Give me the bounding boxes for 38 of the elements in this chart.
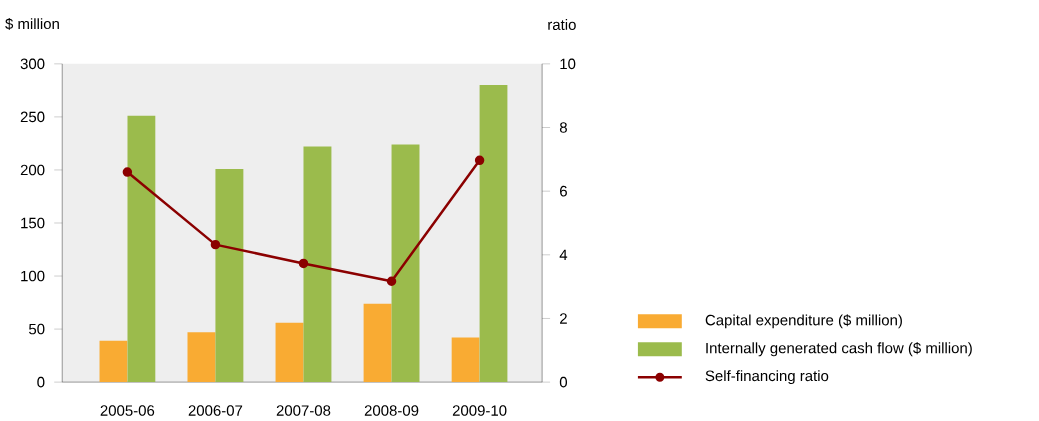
bar bbox=[127, 115, 156, 383]
bar bbox=[391, 144, 420, 383]
y-tick-label: 250 bbox=[20, 111, 45, 123]
x-tick-label: 2006-07 bbox=[188, 405, 243, 416]
bar bbox=[303, 146, 332, 383]
y-tick-label: 100 bbox=[21, 270, 45, 282]
bar bbox=[99, 340, 128, 383]
bar bbox=[275, 322, 304, 383]
x-tick-label: 2007-08 bbox=[276, 405, 331, 416]
y2-tick-label: 4 bbox=[559, 249, 568, 261]
point bbox=[298, 258, 309, 269]
y-tick-label: 150 bbox=[21, 217, 45, 229]
legend-label: Capital expenditure ($ million) bbox=[705, 314, 902, 329]
y-tick-label: 300 bbox=[20, 58, 45, 70]
y-tick-label: 50 bbox=[28, 323, 45, 335]
x-tick-label: 2009-10 bbox=[452, 405, 507, 416]
point bbox=[386, 276, 397, 287]
bar bbox=[187, 332, 216, 383]
x-tick-label: 2008-09 bbox=[364, 405, 419, 416]
y2-tick-label: 10 bbox=[560, 58, 576, 70]
bar bbox=[215, 168, 244, 383]
y-tick-label: 0 bbox=[37, 376, 45, 388]
point bbox=[210, 239, 221, 250]
y-tick-label: 200 bbox=[20, 164, 45, 176]
x-tick-label: 2005-06 bbox=[100, 405, 155, 416]
legend-label: Internally generated cash flow ($ million) bbox=[706, 342, 972, 357]
bar bbox=[479, 85, 508, 383]
bar bbox=[363, 303, 392, 383]
point bbox=[122, 167, 133, 177]
legend-label: Self-financing ratio bbox=[705, 370, 829, 385]
bar bbox=[451, 337, 480, 383]
y2-tick-label: 0 bbox=[559, 376, 568, 388]
y2-tick-label: 2 bbox=[560, 313, 567, 324]
point bbox=[474, 155, 485, 166]
y-axis-title: $ million bbox=[5, 17, 59, 31]
y2-tick-label: 8 bbox=[559, 122, 567, 133]
y2-axis-title: ratio bbox=[548, 19, 576, 31]
y2-tick-label: 6 bbox=[560, 185, 567, 197]
